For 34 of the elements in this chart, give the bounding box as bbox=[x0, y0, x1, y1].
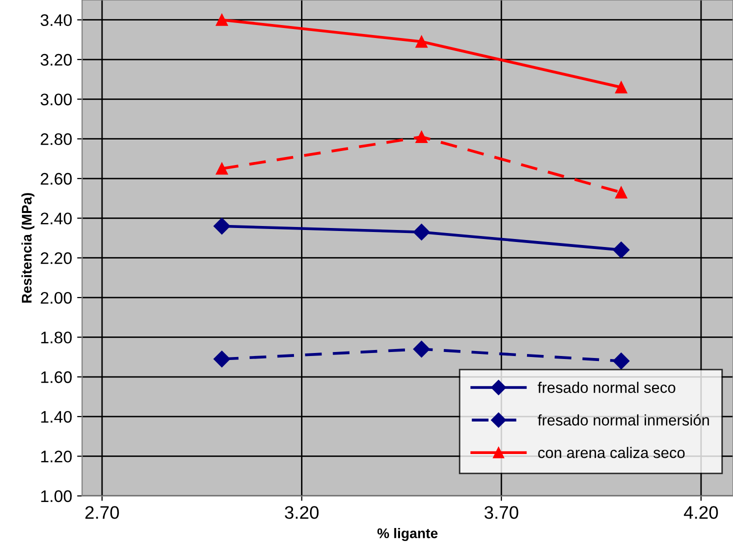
point bbox=[415, 130, 428, 143]
point bbox=[413, 340, 430, 358]
point bbox=[615, 186, 628, 198]
point bbox=[615, 81, 628, 94]
y-tick-label: 2.80 bbox=[40, 133, 72, 146]
legend-label: con arena caliza seco bbox=[538, 446, 685, 458]
y-tick-label: 2.20 bbox=[40, 252, 72, 264]
x-tick-label: 2.70 bbox=[85, 506, 119, 519]
legend-label: fresado normal inmersión bbox=[538, 414, 709, 426]
point bbox=[213, 350, 230, 368]
y-tick-label: 3.40 bbox=[40, 14, 72, 26]
point bbox=[216, 14, 228, 26]
y-tick-label: 2.00 bbox=[40, 292, 72, 304]
legend-label: fresado normal seco bbox=[538, 382, 676, 393]
x-tick-label: 3.20 bbox=[284, 506, 319, 519]
y-tick-label: 3.20 bbox=[40, 54, 72, 66]
y-tick-label: 3.00 bbox=[40, 94, 72, 106]
point bbox=[213, 218, 230, 235]
point bbox=[415, 36, 428, 48]
y-tick-label: 1.00 bbox=[41, 490, 72, 502]
y-tick-label: 2.60 bbox=[40, 172, 72, 185]
point bbox=[612, 352, 630, 370]
x-tick-label: 3.70 bbox=[484, 506, 518, 519]
y-axis-title: Resitencia (MPa) bbox=[21, 193, 34, 303]
y-tick-label: 1.60 bbox=[41, 371, 72, 384]
point bbox=[216, 162, 228, 175]
y-tick-label: 1.80 bbox=[41, 332, 72, 344]
point bbox=[413, 224, 430, 240]
point bbox=[612, 242, 630, 258]
y-tick-label: 1.40 bbox=[41, 410, 72, 423]
y-tick-label: 2.40 bbox=[40, 212, 72, 224]
x-tick-label: 4.20 bbox=[684, 506, 718, 519]
x-axis-title: % ligante bbox=[377, 528, 438, 542]
y-tick-label: 1.20 bbox=[41, 450, 72, 462]
